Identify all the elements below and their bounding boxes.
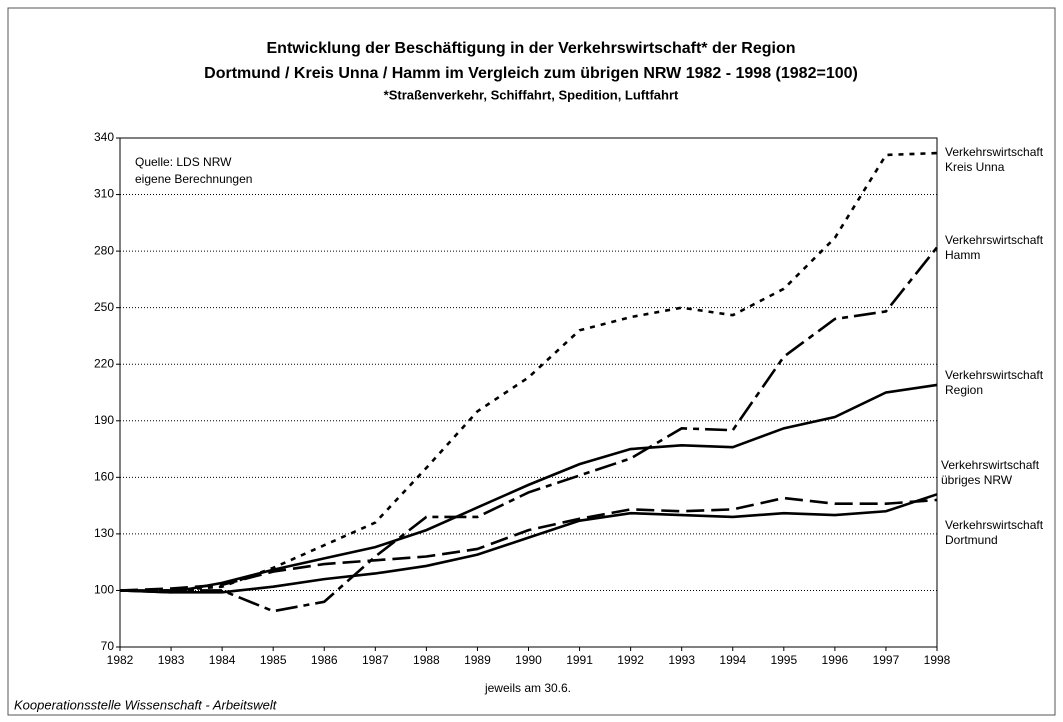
- series-label: Verkehrswirtschaft Hamm: [945, 233, 1044, 262]
- x-tick-label: 1985: [260, 653, 287, 667]
- y-axis-label: sozialvers.pfl. Beschäftigte 1982=100: [30, 294, 44, 493]
- series-line: [119, 383, 938, 594]
- y-tick-label: 130: [94, 526, 114, 540]
- source: eigene Berechnungen: [135, 172, 252, 186]
- chart-title: Entwicklung der Beschäftigung in der Ver…: [267, 40, 796, 57]
- x-tick-label: 1993: [668, 653, 695, 667]
- x-tick-label: 1989: [464, 653, 491, 667]
- x-tick-label: 1991: [566, 653, 593, 667]
- y-tick-label: 70: [101, 639, 115, 653]
- x-tick-label: 1998: [924, 653, 951, 667]
- series-line: [119, 496, 938, 592]
- x-tick-label: 1988: [413, 653, 440, 667]
- chart-note: *Straßenverkehr, Schiffahrt, Spedition, …: [384, 87, 679, 102]
- x-tick-label: 1994: [719, 653, 746, 667]
- series-label: Verkehrswirtschaft Dortmund: [945, 518, 1044, 547]
- series-label: Verkehrswirtschaft Kreis Unna: [945, 145, 1044, 174]
- series-line: [120, 151, 938, 592]
- x-tick-label: 1990: [515, 653, 542, 667]
- series-line: [120, 246, 939, 613]
- x-tick-label: 1986: [311, 653, 338, 667]
- footer: Kooperationsstelle Wissenschaft - Arbeit…: [14, 697, 278, 712]
- x-tick-label: 1984: [209, 653, 236, 667]
- y-tick-label: 250: [94, 300, 114, 314]
- x-tick-label: 1996: [822, 653, 849, 667]
- source: Quelle: LDS NRW: [135, 155, 232, 169]
- y-tick-label: 340: [94, 130, 114, 144]
- x-tick-label: 1983: [158, 653, 185, 667]
- y-tick-label: 100: [94, 583, 114, 597]
- x-tick-label: 1982: [107, 653, 134, 667]
- plot-area: [119, 137, 938, 648]
- x-tick-label: 1992: [617, 653, 644, 667]
- y-tick-label: 160: [94, 470, 114, 484]
- y-tick-label: 220: [94, 356, 114, 370]
- x-axis-label: jeweils am 30.6.: [484, 681, 571, 695]
- x-tick-label: 1987: [362, 653, 389, 667]
- chart-subtitle: Dortmund / Kreis Unna / Hamm im Vergleic…: [204, 65, 858, 82]
- series-label: Verkehrswirtschaft übriges NRW: [941, 458, 1040, 487]
- series-label: Verkehrswirtschaft Region: [945, 368, 1044, 397]
- y-tick-label: 310: [94, 187, 114, 201]
- y-tick-label: 280: [94, 243, 114, 257]
- x-tick-label: 1995: [770, 653, 797, 667]
- frame: [7, 7, 1056, 716]
- series-line: [119, 493, 938, 594]
- x-tick-label: 1997: [873, 653, 900, 667]
- y-tick-label: 190: [94, 413, 114, 427]
